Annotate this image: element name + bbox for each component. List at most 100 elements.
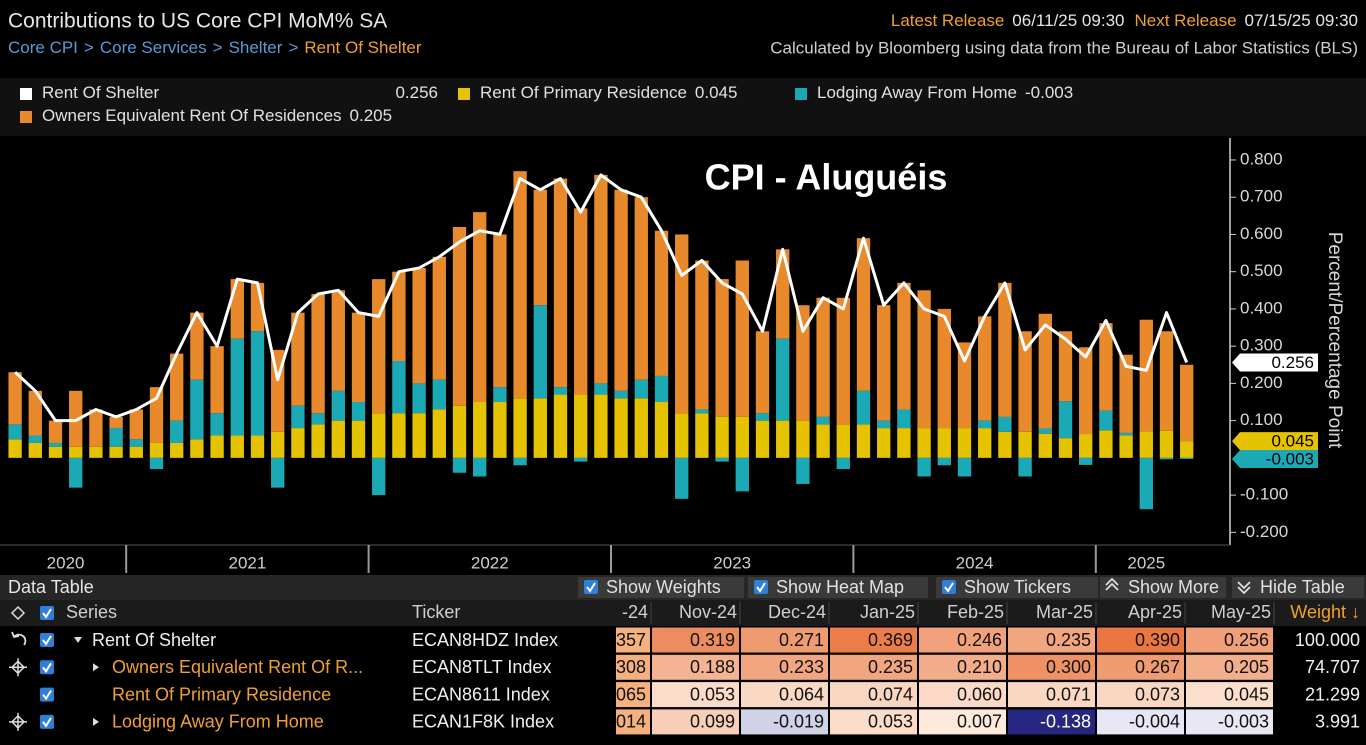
- heat-cell: [652, 682, 739, 708]
- column-header[interactable]: Feb-25: [947, 602, 1004, 622]
- bar-segment: [998, 431, 1012, 458]
- legend-name: Owners Equivalent Rent Of Residences: [42, 106, 342, 125]
- cell-value: 014: [616, 712, 646, 732]
- bar-segment: [291, 428, 305, 458]
- breadcrumb-separator: >: [288, 38, 298, 57]
- column-header[interactable]: Apr-25: [1128, 602, 1182, 622]
- bar-segment: [978, 428, 992, 458]
- last-value-box: [1232, 449, 1318, 468]
- bar-segment: [392, 361, 406, 414]
- column-header[interactable]: Nov-24: [679, 602, 737, 622]
- checkbox[interactable]: [40, 687, 54, 702]
- y-tick-label: -0.100: [1240, 485, 1288, 504]
- button-label[interactable]: Hide Table: [1260, 577, 1345, 597]
- series-name[interactable]: Rent Of Primary Residence: [112, 684, 331, 704]
- bar-segment: [574, 208, 588, 395]
- bar-segment: [856, 390, 871, 425]
- checkmark: [586, 582, 596, 593]
- table-button[interactable]: [1232, 577, 1364, 598]
- bar-segment: [836, 424, 850, 458]
- toggle-button[interactable]: [748, 577, 928, 598]
- column-header[interactable]: Jan-25: [860, 602, 915, 622]
- toggle-button[interactable]: [936, 577, 1098, 598]
- undo-icon[interactable]: [11, 631, 27, 646]
- heat-cell: [1097, 709, 1184, 735]
- column-header[interactable]: Mar-25: [1036, 602, 1093, 622]
- chevron-icon: [1105, 582, 1119, 591]
- bar-segment: [69, 457, 83, 488]
- bar-segment: [917, 457, 931, 477]
- series-name[interactable]: Rent Of Shelter: [92, 630, 216, 650]
- table-button[interactable]: [1100, 577, 1226, 598]
- legend-name: Rent Of Shelter: [42, 83, 160, 102]
- checkbox[interactable]: [942, 580, 956, 594]
- table-header-bg: [0, 600, 1366, 626]
- heat-cell: [652, 709, 739, 735]
- checkbox[interactable]: [40, 660, 54, 675]
- bar-segment: [149, 457, 164, 470]
- breadcrumb-item[interactable]: Core Services: [100, 38, 207, 57]
- table-title: Data Table: [8, 577, 94, 597]
- expand-arrow[interactable]: [93, 717, 99, 726]
- checkbox[interactable]: [40, 714, 54, 729]
- bar-segment: [149, 442, 164, 458]
- expand-arrow[interactable]: [74, 637, 82, 643]
- heat-cell: [1008, 627, 1095, 653]
- bar-segment: [776, 338, 790, 421]
- breadcrumb-item[interactable]: Rent Of Shelter: [304, 38, 422, 57]
- legend-name: Lodging Away From Home: [817, 83, 1017, 102]
- bar-segment: [170, 420, 184, 443]
- checkbox[interactable]: [584, 580, 598, 594]
- series-name[interactable]: Owners Equivalent Rent Of R...: [112, 657, 363, 677]
- ticker: ECAN8TLT Index: [412, 657, 551, 677]
- breadcrumb-item[interactable]: Core CPI: [8, 38, 78, 57]
- bar-segment: [1058, 438, 1073, 458]
- crosshair-icon[interactable]: [9, 658, 27, 677]
- toggle-label[interactable]: Show Weights: [606, 577, 721, 597]
- cell-value: 065: [616, 684, 646, 704]
- bar-segment: [311, 294, 325, 414]
- bar-segment: [493, 387, 507, 403]
- toggle-button[interactable]: [578, 577, 744, 598]
- cell-value: 0.074: [868, 684, 913, 704]
- y-axis-label: Percent/Percentage Point: [1324, 232, 1345, 449]
- button-label[interactable]: Show More: [1128, 577, 1219, 597]
- expand-arrow[interactable]: [93, 663, 99, 672]
- bar-segment: [230, 338, 244, 436]
- crosshair-icon[interactable]: [9, 712, 27, 731]
- bar-segment: [574, 394, 588, 458]
- bar-segment: [89, 446, 103, 458]
- bar-segment: [1079, 347, 1093, 435]
- column-header[interactable]: Weight ↓: [1290, 602, 1360, 622]
- checkbox[interactable]: [754, 580, 768, 594]
- legend-entry: Owners Equivalent Rent Of Residences 0.20…: [42, 106, 392, 125]
- checkmark: [42, 635, 52, 646]
- breadcrumb-item[interactable]: Shelter: [229, 38, 283, 57]
- legend-value: 0.045: [695, 83, 738, 102]
- bar-segment: [1119, 432, 1133, 436]
- release-latest-release-label: Latest Release: [891, 11, 1004, 30]
- cell-value: 0.235: [1046, 630, 1091, 650]
- bar-segment: [372, 279, 386, 414]
- legend-strip: [0, 78, 1366, 136]
- column-header[interactable]: May-25: [1211, 602, 1271, 622]
- bar-segment: [432, 256, 446, 380]
- heat-cell: [1097, 654, 1184, 680]
- checkbox[interactable]: [40, 606, 54, 620]
- cell-value: 0.246: [957, 630, 1002, 650]
- legend-entry: Rent Of Shelter 0.256: [42, 83, 438, 102]
- bar-segment: [897, 428, 911, 458]
- toggle-label[interactable]: Show Tickers: [964, 577, 1071, 597]
- heat-cell: [830, 709, 917, 735]
- series-name[interactable]: Lodging Away From Home: [112, 712, 324, 732]
- y-tick-label: 0.700: [1240, 187, 1283, 206]
- legend-value: 0.205: [350, 106, 393, 125]
- heat-cell: [830, 627, 917, 653]
- bar-segment: [917, 428, 931, 458]
- toggle-label[interactable]: Show Heat Map: [776, 577, 904, 597]
- checkbox[interactable]: [40, 633, 54, 647]
- weight: 21.299: [1305, 684, 1360, 704]
- bar-segment: [715, 457, 729, 462]
- column-header[interactable]: Dec-24: [768, 602, 826, 622]
- bar-segment: [1099, 323, 1113, 411]
